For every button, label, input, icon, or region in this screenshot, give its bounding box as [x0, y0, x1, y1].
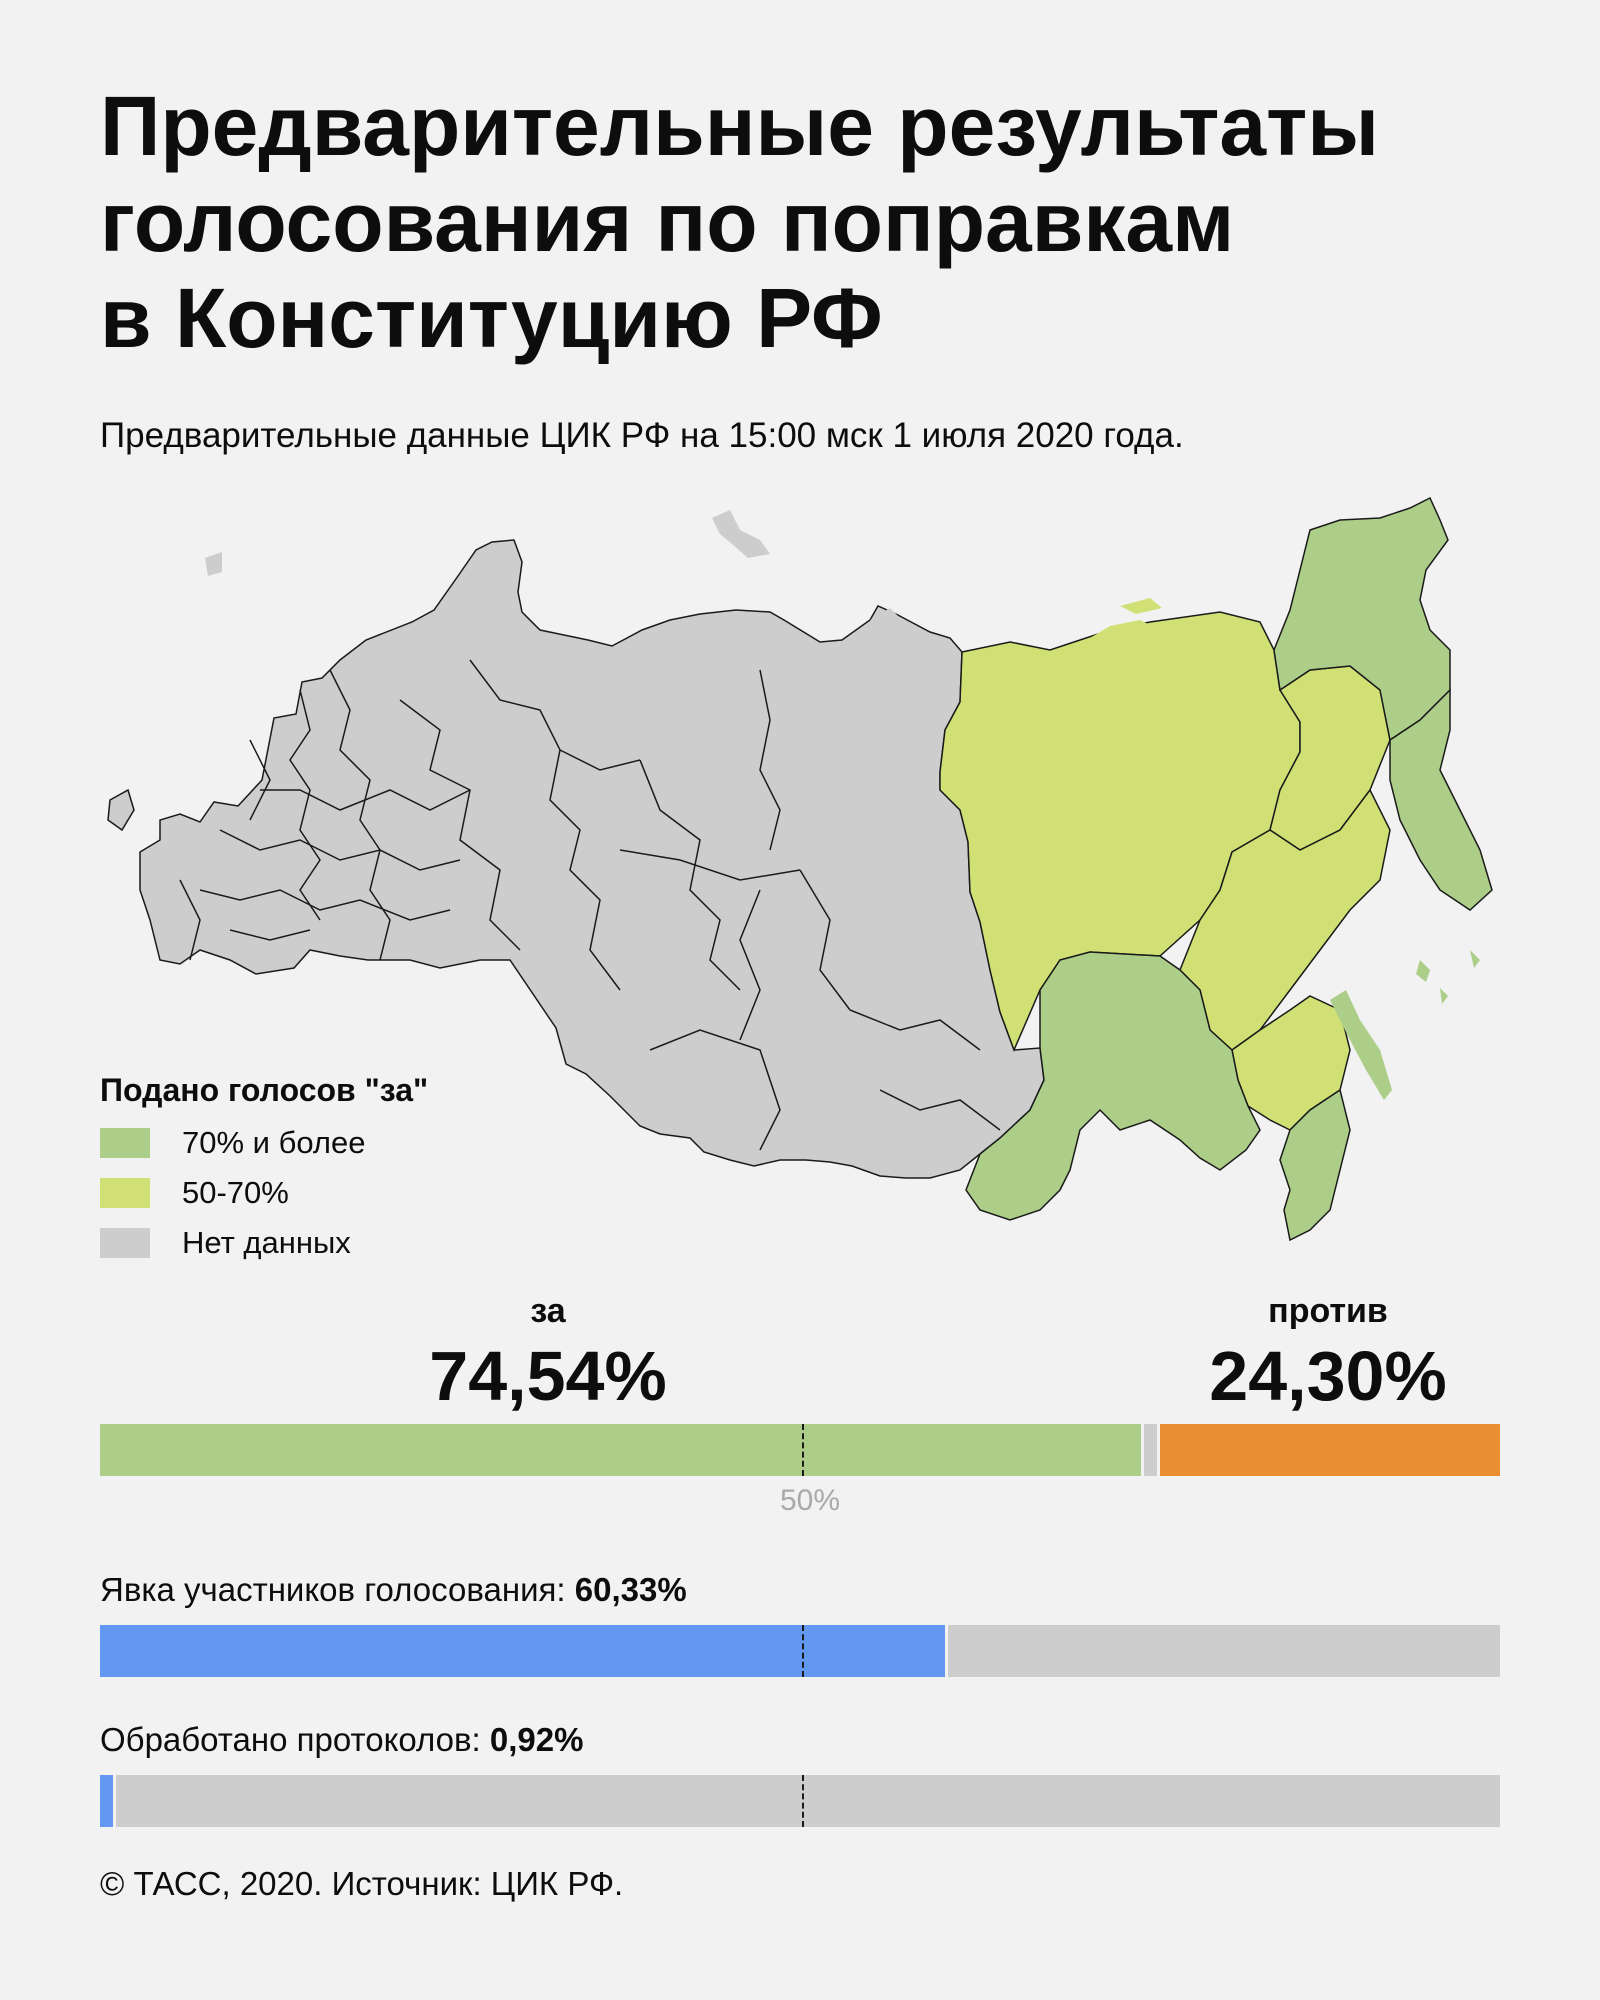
footer-credit: © ТАСС, 2020. Источник: ЦИК РФ. [100, 1865, 624, 1902]
map-region-kamchatka [1389, 688, 1493, 911]
map-islands-yakutia [1090, 598, 1162, 650]
legend-item-50-70: 50-70% [100, 1168, 428, 1218]
russia-regions-map [107, 496, 1493, 1242]
map-region-borders-west [179, 659, 1001, 1151]
midpoint-line [802, 1625, 804, 1677]
legend: Подано голосов "за" 70% и более 50-70% Н… [100, 1068, 428, 1268]
map-islands-arctic [205, 510, 904, 636]
map-region-kaliningrad [107, 788, 135, 832]
protocols-label: Обработано протоколов: [100, 1721, 481, 1758]
page-title: Предварительные результаты голосования п… [100, 78, 1500, 366]
map-region-primorye [1279, 1088, 1351, 1242]
protocols-fill-segment [100, 1775, 113, 1827]
map-region-buryatia [965, 951, 1261, 1221]
legend-swatch [100, 1128, 150, 1158]
title-line-3: в Конституцию РФ [100, 271, 883, 365]
turnout-value: 60,33% [574, 1571, 687, 1608]
for-value: 74,54% [429, 1337, 667, 1415]
legend-label: Нет данных [182, 1225, 351, 1260]
legend-item-no-data: Нет данных [100, 1218, 428, 1268]
title-line-2: голосования по поправкам [100, 175, 1235, 269]
map-region-sakhalin [1330, 990, 1392, 1100]
against-value: 24,30% [1209, 1337, 1447, 1415]
turnout-line: Явка участников голосования: 60,33% [100, 1568, 687, 1612]
map-region-chukotka [1273, 496, 1451, 742]
subtitle: Предварительные данные ЦИК РФ на 15:00 м… [100, 416, 1184, 455]
map-region-khabarovsk [1179, 788, 1391, 1051]
invalid-segment [1143, 1424, 1157, 1476]
protocols-rest-segment [115, 1775, 1500, 1827]
for-label: за [530, 1292, 566, 1330]
protocols-value: 0,92% [489, 1721, 584, 1758]
turnout-fill-segment [100, 1625, 945, 1677]
turnout-rest-segment [947, 1625, 1500, 1677]
turnout-bar [100, 1625, 1500, 1677]
midpoint-label: 50% [779, 1484, 841, 1517]
against-segment [1159, 1424, 1500, 1476]
legend-swatch [100, 1228, 150, 1258]
legend-title: Подано голосов "за" [100, 1072, 429, 1108]
midpoint-line [802, 1775, 804, 1827]
midpoint-line [802, 1424, 804, 1476]
against-label: против [1268, 1292, 1388, 1330]
for-segment [100, 1424, 1141, 1476]
result-bar [100, 1424, 1500, 1476]
turnout-label: Явка участников голосования: [100, 1571, 566, 1608]
title-line-1: Предварительные результаты [100, 79, 1379, 173]
legend-swatch [100, 1178, 150, 1208]
legend-label: 70% и более [182, 1125, 366, 1160]
legend-label: 50-70% [182, 1175, 289, 1210]
protocols-bar [100, 1775, 1500, 1827]
legend-item-70-plus: 70% и более [100, 1118, 428, 1168]
map-islands-kuril [1416, 950, 1480, 1004]
protocols-line: Обработано протоколов: 0,92% [100, 1718, 583, 1762]
